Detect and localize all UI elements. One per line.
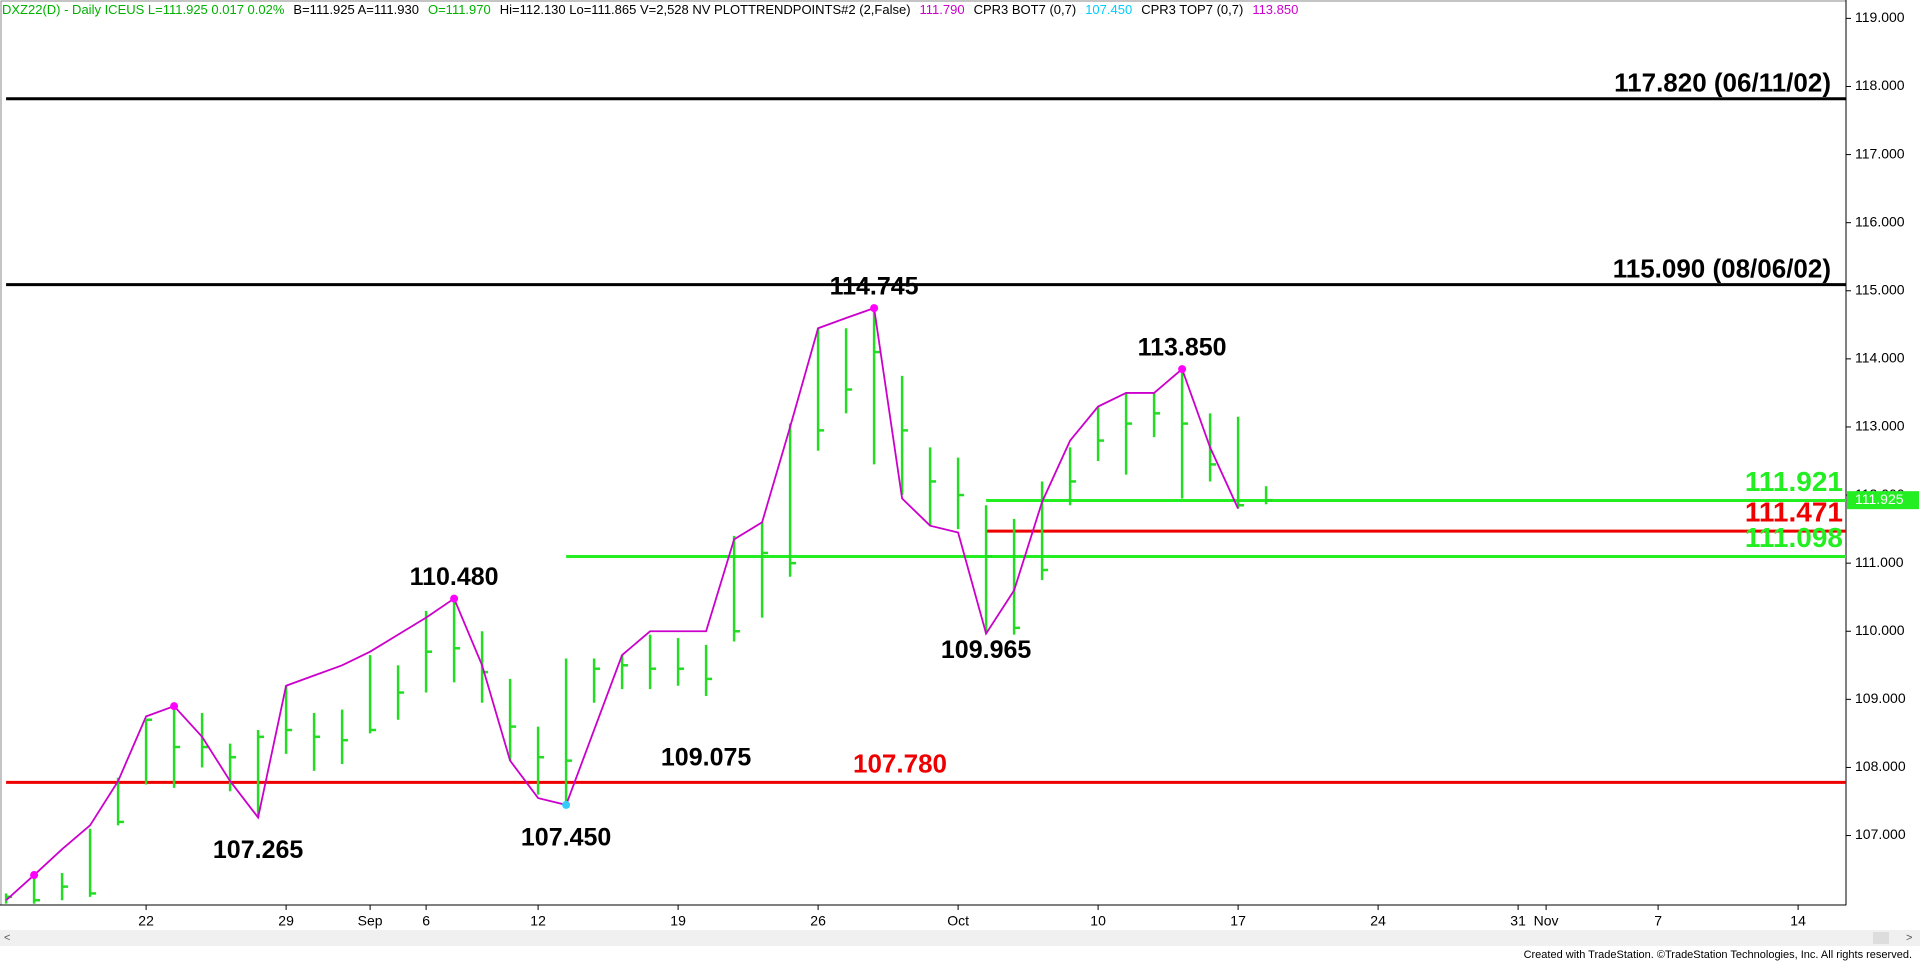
pivot-label: 107.265 <box>213 836 303 864</box>
pivot-label: 109.075 <box>661 744 751 772</box>
pivot-marker <box>170 702 179 711</box>
y-tick-label: 109.000 <box>1855 690 1906 706</box>
y-tick-label: 108.000 <box>1855 758 1906 774</box>
x-tick-label: 7 <box>1654 913 1662 929</box>
pivot-label: 107.450 <box>521 824 611 852</box>
pivot-label: 114.745 <box>830 273 919 301</box>
scroll-left[interactable]: < <box>4 932 10 944</box>
x-tick-label: Sep <box>358 913 383 929</box>
level-label: 111.471 <box>1745 496 1843 527</box>
level-label: 111.098 <box>1745 522 1843 553</box>
y-tick-label: 110.000 <box>1855 622 1905 638</box>
scroll-thumb[interactable] <box>1873 932 1889 944</box>
x-tick-label: 26 <box>810 913 826 929</box>
x-tick-label: 14 <box>1790 913 1806 929</box>
header-segment: CPR3 BOT7 (0,7) <box>974 2 1077 17</box>
footer: Created with TradeStation. ©TradeStation… <box>1524 949 1912 961</box>
pivot-label: 110.480 <box>410 563 499 591</box>
x-tick-label: Oct <box>947 913 969 929</box>
x-tick-label: 24 <box>1370 913 1386 929</box>
y-tick-label: 111.000 <box>1855 554 1904 570</box>
y-tick-label: 119.000 <box>1855 9 1905 25</box>
y-tick-label: 115.000 <box>1855 281 1905 297</box>
header-segment: CPR3 TOP7 (0,7) <box>1141 2 1243 17</box>
x-tick-label: 19 <box>670 913 686 929</box>
header-segment: 107.450 <box>1085 2 1132 17</box>
x-tick-label: 10 <box>1090 913 1106 929</box>
pivot-marker <box>30 871 39 880</box>
x-tick-label: 12 <box>530 913 546 929</box>
y-tick-label: 113.000 <box>1855 418 1905 434</box>
level-label: 115.090 (08/06/02) <box>1613 254 1831 284</box>
x-tick-label: Nov <box>1534 913 1559 929</box>
x-tick-label: 6 <box>422 913 430 929</box>
header-segment: 111.790 <box>920 2 965 17</box>
y-tick-label: 117.000 <box>1855 145 1905 161</box>
last-price-label: 111.925 <box>1855 491 1904 507</box>
x-tick-label: 31 <box>1510 913 1526 929</box>
pivot-label: 109.965 <box>941 636 1031 664</box>
header: DXZ22(D) - Daily ICEUS L=111.925 0.017 0… <box>2 2 1298 17</box>
trend-line <box>5 306 1239 901</box>
x-tick-label: 22 <box>138 913 154 929</box>
pivot-marker <box>1178 365 1187 374</box>
pivot-label: 113.850 <box>1138 334 1227 362</box>
level-label: 117.820 (06/11/02) <box>1614 68 1831 98</box>
header-segment: B=111.925 A=111.930 <box>293 2 419 17</box>
header-segment: DXZ22(D) - Daily ICEUS L=111.925 0.017 0… <box>2 2 285 17</box>
y-tick-label: 114.000 <box>1855 350 1905 366</box>
level-label: 107.780 <box>853 748 947 778</box>
header-segment: O=111.970 <box>428 2 491 17</box>
level-label: 111.921 <box>1745 466 1843 497</box>
y-tick-label: 107.000 <box>1855 826 1906 842</box>
y-tick-label: 118.000 <box>1855 77 1905 93</box>
pivot-marker <box>870 304 879 313</box>
pivot-marker <box>562 800 571 809</box>
y-tick-label: 116.000 <box>1855 213 1905 229</box>
last-price-box <box>1847 491 1919 510</box>
header-segment: 113.850 <box>1252 2 1298 17</box>
scroll-right[interactable]: > <box>1906 932 1912 944</box>
x-tick-label: 29 <box>278 913 294 929</box>
x-tick-label: 17 <box>1230 913 1246 929</box>
header-segment: Hi=112.130 Lo=111.865 V=2,528 NV PLOTTRE… <box>500 2 911 17</box>
pivot-marker <box>450 594 459 603</box>
scrollbar[interactable] <box>0 930 1920 946</box>
